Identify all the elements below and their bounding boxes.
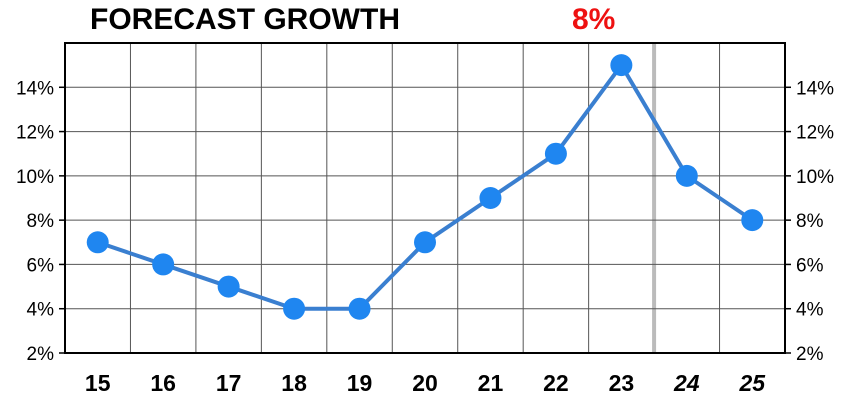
x-tick-label: 25 (738, 370, 766, 396)
data-point (217, 275, 240, 298)
x-tick-label: 21 (478, 370, 504, 396)
data-point (479, 187, 502, 209)
y-tick-label-right: 6% (796, 255, 824, 276)
y-tick-label-left: 8% (27, 211, 55, 232)
x-tick-label: 15 (85, 370, 111, 396)
x-tick-label: 18 (281, 370, 307, 396)
x-tick-label: 24 (673, 370, 700, 396)
y-axis-right: 2% 4% 6% 8% 10% 12% 14% (785, 78, 834, 365)
x-tick-label: 22 (543, 370, 569, 396)
x-tick-label: 17 (216, 370, 242, 396)
data-point (741, 209, 764, 232)
data-point (348, 297, 371, 320)
x-tick-label: 16 (150, 370, 176, 396)
y-axis-left: 2% 4% 6% 8% 10% 12% 14% (16, 78, 65, 365)
y-tick-label-left: 10% (16, 167, 54, 188)
data-point (283, 297, 306, 320)
data-point (152, 253, 175, 276)
plot-frame (64, 42, 786, 354)
y-tick-label-right: 12% (796, 123, 834, 144)
data-point (544, 142, 567, 165)
series-growth (86, 54, 764, 320)
y-tick-label-right: 10% (796, 167, 834, 188)
x-tick-label: 19 (347, 370, 373, 396)
y-tick-label-left: 6% (27, 255, 55, 276)
title: FORECAST GROWTH (90, 3, 400, 36)
x-tick-label: 20 (412, 370, 438, 396)
y-tick-label-left: 12% (16, 123, 54, 144)
y-tick-label-left: 14% (16, 78, 54, 99)
y-tick-label-right: 8% (796, 211, 824, 232)
data-point (414, 231, 436, 254)
data-point (610, 54, 633, 77)
data-point (675, 164, 698, 187)
data-point (86, 231, 109, 254)
grid (65, 43, 785, 353)
x-tick-label: 23 (609, 370, 635, 396)
y-tick-label-right: 4% (796, 300, 824, 321)
y-tick-label-right: 14% (796, 78, 834, 99)
x-axis: 15 16 17 18 19 20 21 22 23 24 25 (85, 370, 766, 396)
y-tick-label-left: 4% (27, 300, 55, 321)
y-tick-label-right: 2% (796, 344, 824, 365)
headline-value: 8% (572, 3, 615, 36)
chart-title: FORECAST GROWTH 8% (90, 3, 615, 36)
y-tick-label-left: 2% (27, 344, 55, 365)
